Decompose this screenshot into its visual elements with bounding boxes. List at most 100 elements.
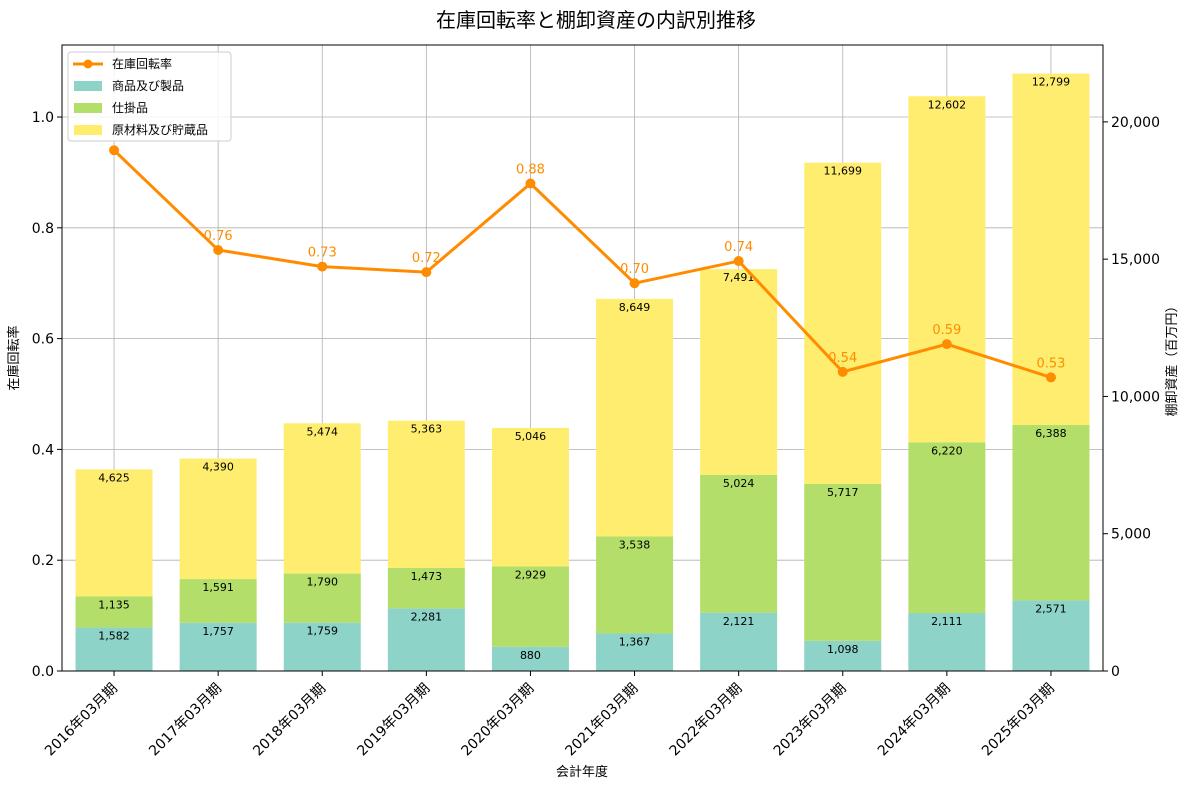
- turnover-point: [317, 261, 328, 272]
- x-tick-label: 2016年03月期: [42, 681, 121, 760]
- legend-label: 在庫回転率: [112, 56, 172, 71]
- right-tick-label: 5,000: [1111, 527, 1151, 543]
- bar-segment-2: [804, 483, 882, 641]
- turnover-point: [629, 278, 640, 289]
- bars: [75, 73, 1090, 671]
- x-tick-label: 2021年03月期: [563, 681, 642, 760]
- x-tick-label: 2020年03月期: [458, 681, 537, 760]
- bar-segment-3: [491, 427, 569, 567]
- legend-label: 商品及び製品: [112, 78, 184, 93]
- left-tick-label: 1.0: [32, 110, 54, 126]
- turnover-value-label: 0.73: [308, 246, 337, 261]
- bar-segment-3: [387, 420, 465, 568]
- turnover-point: [525, 178, 536, 189]
- y-axis-left-label: 在庫回転率: [6, 325, 22, 390]
- turnover-point: [109, 145, 120, 156]
- bar-segment-3: [908, 96, 986, 443]
- turnover-line: 0.76 0.73 0.72 0.88 0.70 0.74 0.54 0.59 0.53: [109, 145, 1065, 383]
- bar-value-label: 1,759: [307, 625, 339, 638]
- bar-value-label: 6,220: [931, 444, 963, 457]
- plot-frame: [61, 44, 1104, 672]
- bar-value-label: 4,390: [202, 461, 234, 474]
- chart-title: 在庫回転率と棚卸資産の内訳別推移: [436, 8, 756, 32]
- y-axis-right-label: 棚卸資産（百万円）: [1164, 299, 1180, 416]
- bar-segment-1: [1012, 600, 1090, 671]
- right-tick-label: 20,000: [1111, 115, 1160, 131]
- bar-value-label: 3,538: [619, 538, 651, 551]
- bar-segment-2: [596, 536, 674, 634]
- bar-value-label: 12,602: [928, 98, 967, 111]
- legend-label: 原材料及び貯蔵品: [112, 123, 208, 137]
- bar-segment-1: [804, 640, 882, 671]
- bar-value-label: 5,717: [827, 486, 859, 499]
- x-axis-label: 会計年度: [556, 764, 608, 780]
- bar-value-label: 4,625: [98, 471, 130, 484]
- bar-segment-3: [75, 469, 153, 597]
- x-tick-label: 2017年03月期: [146, 681, 225, 760]
- bar-segment-3: [700, 269, 778, 475]
- bar-value-label: 7,491: [723, 271, 755, 284]
- bar-segment-3: [179, 458, 257, 580]
- right-tick-label: 0: [1111, 664, 1120, 680]
- bar-value-label: 1,367: [619, 635, 651, 648]
- bar-segment-2: [1012, 425, 1090, 601]
- bar-value-label: 11,699: [824, 165, 863, 178]
- bar-value-label: 5,363: [411, 423, 443, 436]
- turnover-value-label: 0.54: [828, 351, 857, 366]
- bar-value-label: 1,473: [411, 570, 443, 583]
- legend-marker: [83, 59, 93, 69]
- bar-value-label: 2,571: [1035, 602, 1067, 615]
- turnover-point: [213, 244, 224, 255]
- bar-segment-3: [596, 298, 674, 537]
- bar-segment-1: [491, 646, 569, 671]
- turnover-point: [1045, 372, 1056, 383]
- bar-segment-2: [387, 567, 465, 609]
- x-tick-label: 2018年03月期: [250, 681, 329, 760]
- legend-swatch: [74, 125, 102, 135]
- left-tick-label: 0.0: [32, 664, 54, 680]
- turnover-value-label: 0.53: [1036, 356, 1065, 371]
- left-tick-label: 0.6: [32, 332, 54, 348]
- bar-value-label: 2,929: [515, 568, 547, 581]
- turnover-value-label: 0.70: [620, 262, 649, 277]
- x-tick-label: 2022年03月期: [667, 681, 746, 760]
- bar-segment-1: [283, 622, 361, 671]
- turnover-polyline: [113, 149, 1052, 379]
- bar-value-label: 5,046: [515, 430, 547, 443]
- legend-swatch: [74, 81, 102, 91]
- turnover-value-label: 0.74: [724, 240, 753, 255]
- bar-value-label: 8,649: [619, 301, 651, 314]
- bar-segment-3: [804, 162, 882, 484]
- turnover-point: [941, 339, 952, 350]
- bar-value-label: 2,281: [411, 610, 443, 623]
- bar-value-label: 1,757: [202, 625, 234, 638]
- turnover-point: [421, 267, 432, 278]
- bar-segment-1: [387, 608, 465, 671]
- x-tick-label: 2023年03月期: [771, 681, 850, 760]
- bar-segment-1: [75, 627, 153, 671]
- bar-value-label: 1,790: [307, 576, 339, 589]
- legend-label: 仕掛品: [112, 100, 148, 115]
- turnover-value-label: 0.76: [204, 229, 233, 244]
- bar-segment-3: [283, 423, 361, 574]
- bar-segment-2: [491, 566, 569, 647]
- right-tick-label: 15,000: [1111, 252, 1160, 268]
- turnover-value-label: 0.59: [932, 323, 961, 338]
- turnover-value-label: 0.72: [412, 251, 441, 266]
- bar-segment-1: [596, 633, 674, 671]
- left-tick-label: 0.4: [32, 442, 54, 458]
- right-tick-label: 10,000: [1111, 389, 1160, 405]
- bar-segment-1: [179, 622, 257, 671]
- legend-box: [67, 51, 232, 142]
- bar-value-label: 1,135: [98, 598, 130, 611]
- turnover-value-label: 0.88: [516, 162, 545, 177]
- bar-labels: 1,582 1,135 4,625 1,757 1,591 4,390 1,759 1,790…: [98, 76, 1070, 662]
- left-tick-label: 0.8: [32, 221, 54, 237]
- bar-segment-2: [908, 442, 986, 614]
- bar-segment-2: [700, 474, 778, 613]
- bar-segment-1: [700, 612, 778, 671]
- legend-swatch: [74, 103, 102, 113]
- x-tick-label: 2019年03月期: [354, 681, 433, 760]
- bar-value-label: 5,474: [307, 425, 339, 438]
- bar-value-label: 1,582: [98, 630, 130, 643]
